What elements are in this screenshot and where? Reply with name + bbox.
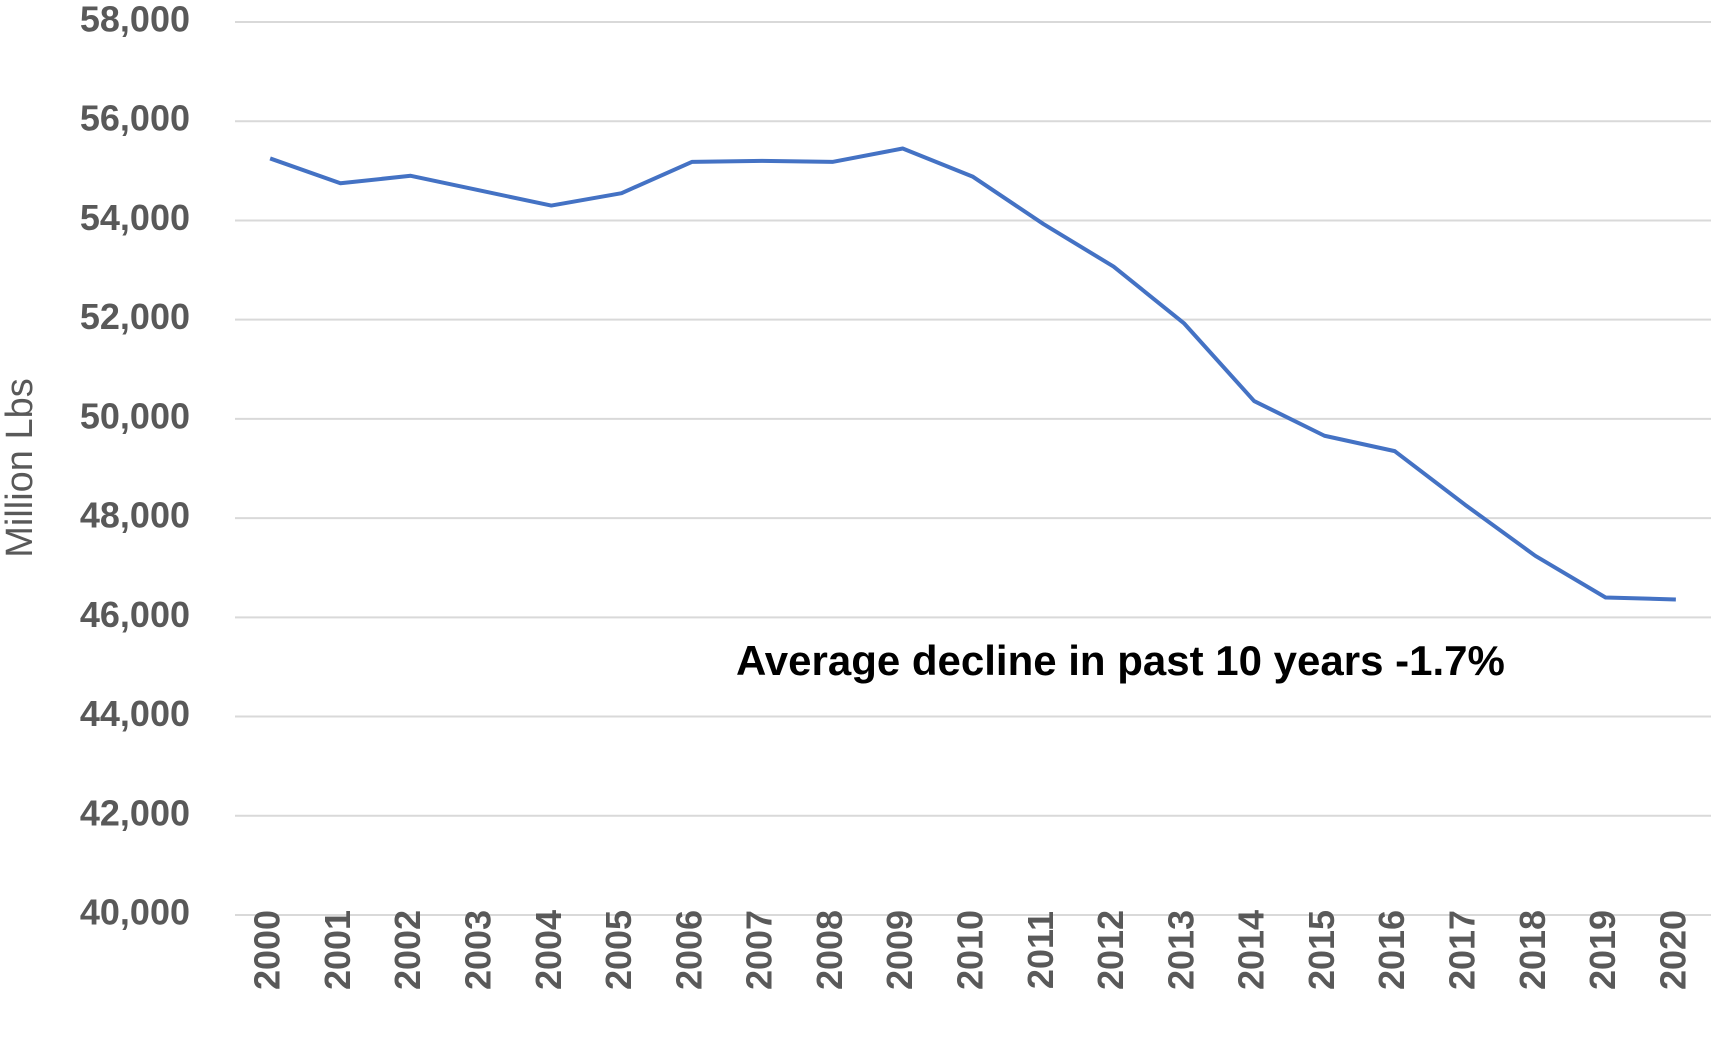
y-tick-label: 56,000	[80, 98, 190, 139]
x-tick-label: 2003	[458, 910, 499, 990]
x-tick-label: 2014	[1231, 910, 1272, 990]
y-tick-label: 50,000	[80, 395, 190, 436]
x-tick-label: 2000	[247, 910, 288, 990]
x-tick-label: 2010	[950, 910, 991, 990]
y-tick-label: 42,000	[80, 792, 190, 833]
x-tick-label: 2005	[598, 910, 639, 990]
x-tick-label: 2013	[1160, 910, 1201, 990]
x-tick-label: 2004	[528, 910, 569, 990]
x-tick-label: 2016	[1371, 910, 1412, 990]
x-tick-label: 2020	[1652, 910, 1693, 990]
y-tick-label: 58,000	[80, 0, 190, 40]
x-tick-label: 2008	[809, 910, 850, 990]
y-axis-label: Million Lbs	[0, 378, 41, 558]
y-tick-label: 46,000	[80, 594, 190, 635]
x-tick-label: 2012	[1090, 910, 1131, 990]
y-tick-label: 40,000	[80, 892, 190, 933]
x-tick-label: 2011	[1020, 911, 1061, 989]
x-tick-label: 2002	[387, 910, 428, 990]
x-tick-label: 2006	[668, 910, 709, 990]
y-tick-label: 44,000	[80, 693, 190, 734]
x-tick-label: 2017	[1442, 910, 1483, 990]
x-tick-label: 2007	[739, 910, 780, 990]
x-tick-label: 2015	[1301, 910, 1342, 990]
y-tick-label: 48,000	[80, 495, 190, 536]
y-tick-label: 54,000	[80, 197, 190, 238]
y-tick-label: 52,000	[80, 296, 190, 337]
x-tick-label: 2018	[1512, 910, 1553, 990]
annotation: Average decline in past 10 years -1.7%	[736, 637, 1505, 684]
x-tick-label: 2019	[1582, 910, 1623, 990]
x-tick-label: 2009	[879, 910, 920, 990]
x-tick-label: 2001	[317, 910, 358, 990]
line	[269, 146, 1676, 602]
